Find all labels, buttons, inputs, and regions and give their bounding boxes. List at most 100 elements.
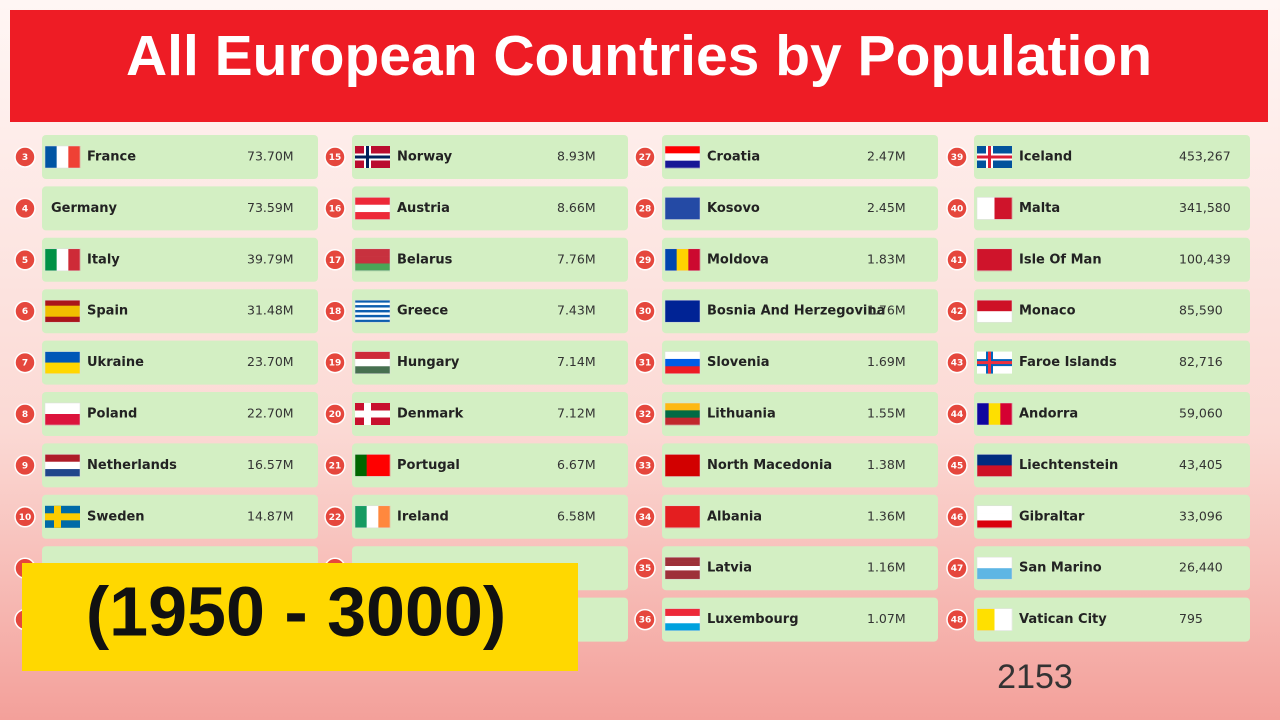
row-box (42, 392, 318, 436)
title: All European Countries by Population (126, 24, 1152, 88)
flag-stripe (988, 403, 1001, 425)
flag-stripe (1000, 403, 1013, 425)
flag-stripe (355, 248, 390, 257)
rank: 8 (22, 410, 28, 420)
country-row: 45 Liechtenstein 43,405 (946, 443, 1250, 488)
country-row: 28 Kosovo 2.45M (634, 186, 938, 231)
flag-border (664, 556, 701, 580)
population: 23.70M (247, 354, 294, 369)
flag-stripe (665, 248, 677, 271)
row-box (662, 597, 938, 642)
row-box (42, 494, 318, 539)
rank: 22 (329, 513, 342, 523)
country-name: Malta (1019, 201, 1060, 216)
flag-stripe (45, 469, 80, 477)
flag-stripe (977, 403, 989, 425)
rank: 29 (639, 256, 652, 266)
rank-badge (946, 197, 968, 220)
population: 7.12M (557, 406, 596, 421)
population: 6.67M (557, 457, 596, 472)
row-box (974, 289, 1250, 334)
flag-border (354, 299, 391, 323)
flag-border (976, 454, 1013, 477)
population: 1.07M (867, 611, 906, 626)
flag-stripe (378, 454, 391, 477)
flag-stripe (676, 248, 689, 271)
country-row: 46 Gibraltar 33,096 (946, 494, 1250, 539)
row-box (352, 494, 628, 539)
flag-stripe (355, 256, 390, 264)
row-box (42, 135, 318, 179)
row-box (42, 237, 318, 282)
flag-stripe (994, 608, 1013, 631)
row-box (662, 494, 938, 539)
rank: 36 (639, 616, 652, 626)
population: 2.45M (867, 200, 906, 215)
rank-badge (14, 506, 36, 528)
flag-stripe (56, 248, 69, 271)
row-box (662, 546, 938, 591)
flag-stripe (977, 197, 995, 220)
population: 8.66M (557, 200, 596, 215)
rank-badge (324, 454, 346, 477)
rank: 9 (22, 461, 28, 471)
country-row: 41 Isle Of Man 100,439 (946, 237, 1250, 282)
row-box (352, 135, 628, 179)
flag-stripe (45, 248, 57, 271)
rank: 7 (22, 359, 28, 369)
country-name: Sweden (87, 509, 145, 524)
flag-border (664, 454, 701, 477)
flag-border (976, 248, 1013, 272)
flag-stripe (355, 263, 390, 272)
country-name: Croatia (707, 150, 760, 165)
country-row: 48 Vatican City 795 (946, 597, 1250, 642)
population: 7.76M (557, 251, 596, 266)
flag-stripe (665, 561, 700, 567)
rank: 45 (951, 461, 964, 471)
country-name: Albania (707, 509, 762, 524)
country-name: Denmark (397, 407, 464, 422)
flag-stripe (665, 570, 700, 576)
rank: 10 (19, 513, 32, 523)
country-name: North Macedonia (707, 458, 832, 473)
flag-stripe (45, 311, 80, 317)
flag-stripe (688, 248, 701, 271)
country-name: Iceland (1019, 150, 1072, 165)
row-box (974, 597, 1250, 642)
flag-stripe (977, 505, 1012, 514)
population: 26,440 (1179, 560, 1223, 575)
country-row: 5 Italy 39.79M (14, 237, 318, 282)
flag-border (976, 556, 1013, 580)
country-name: Portugal (397, 458, 460, 473)
rank-badge (946, 454, 968, 477)
country-name: San Marino (1019, 561, 1102, 576)
title-bar (10, 10, 1268, 122)
flag-stripe (977, 311, 1012, 323)
rank-badge (324, 300, 346, 322)
flag-stripe (45, 300, 80, 306)
flag-stripe (45, 414, 80, 426)
flag-border (664, 248, 701, 272)
country-row: 40 Malta 341,580 (946, 186, 1250, 231)
country-row: 47 San Marino 26,440 (946, 546, 1250, 591)
row-box (42, 443, 318, 488)
flag-stripe (355, 305, 390, 308)
country-row: 31 Slovenia 1.69M (634, 340, 938, 385)
rank: 41 (951, 256, 964, 266)
flag-border (44, 402, 81, 426)
population: 7.43M (557, 303, 596, 318)
flag-stripe (977, 465, 1012, 477)
rank: 21 (329, 461, 342, 471)
flag-stripe (45, 316, 80, 323)
country-row: 19 Hungary 7.14M (324, 340, 628, 385)
flag-stripe (977, 557, 1012, 569)
flag-stripe (977, 454, 1012, 466)
flag-border (44, 299, 81, 323)
population: 795 (1179, 611, 1203, 626)
flag-stripe (977, 520, 1012, 529)
rank: 48 (951, 616, 964, 626)
flag-stripe (366, 454, 379, 477)
rank-badge (14, 300, 36, 322)
flag-cross (977, 155, 1012, 159)
rank-badge (946, 249, 968, 271)
